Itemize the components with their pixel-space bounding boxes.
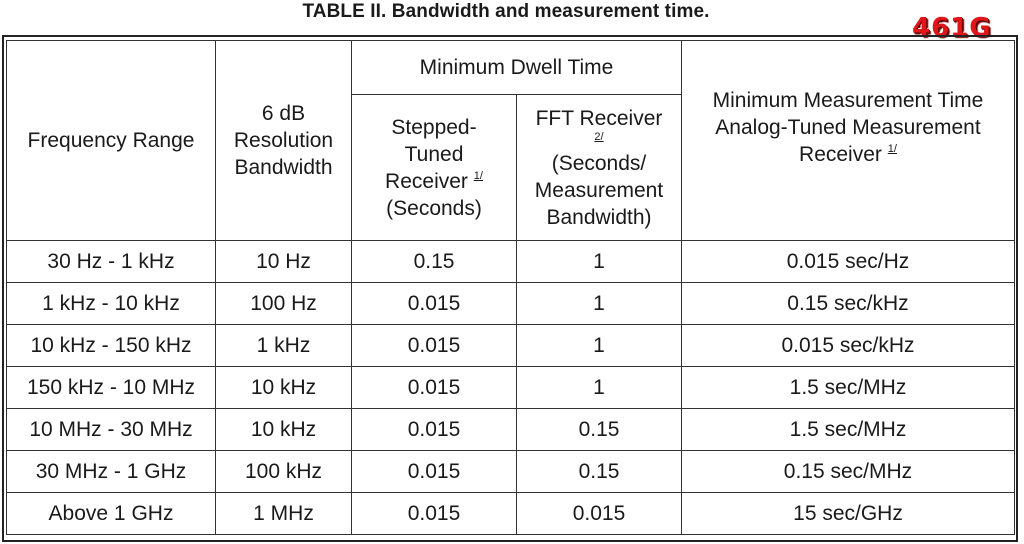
header-fft-receiver: FFT Receiver 2/ (Seconds/ Measurement Ba… <box>516 94 682 241</box>
cell-stepped-tuned: 0.015 <box>351 408 517 451</box>
cell-frequency-range: 1 kHz - 10 kHz <box>6 282 216 325</box>
header-fft-line-3: Measurement <box>534 178 664 202</box>
cell-fft: 0.015 <box>516 492 682 535</box>
header-stepped-line-1: Stepped- <box>391 115 477 139</box>
cell-frequency-range: 150 kHz - 10 MHz <box>6 366 216 409</box>
header-fft-line-4: Bandwidth) <box>546 205 652 229</box>
table-row: 30 MHz - 1 GHz 100 kHz 0.015 0.15 0.15 s… <box>6 450 1015 493</box>
header-min-meas-line-2: Analog-Tuned Measurement <box>715 115 981 139</box>
header-resolution-bandwidth: 6 dB Resolution Bandwidth <box>215 40 352 241</box>
header-resolution-line-3: Bandwidth <box>234 156 333 179</box>
header-resolution-line-2: Resolution <box>233 129 334 152</box>
cell-fft: 1 <box>516 240 682 283</box>
cell-frequency-range: 30 Hz - 1 kHz <box>6 240 216 283</box>
cell-resolution-bandwidth: 100 Hz <box>215 282 352 325</box>
cell-fft: 1 <box>516 324 682 367</box>
header-min-meas-line-3: Receiver <box>799 142 882 166</box>
table-row: Above 1 GHz 1 MHz 0.015 0.015 15 sec/GHz <box>6 492 1015 535</box>
cell-stepped-tuned: 0.015 <box>351 282 517 325</box>
cell-analog-tuned: 0.015 sec/kHz <box>681 324 1015 367</box>
table-frame <box>2 35 1018 542</box>
cell-fft: 0.15 <box>516 450 682 493</box>
cell-frequency-range: 30 MHz - 1 GHz <box>6 450 216 493</box>
header-stepped-line-3: Receiver <box>385 169 468 193</box>
table-title: TABLE II. Bandwidth and measurement time… <box>302 1 710 22</box>
header-min-measurement-time: Minimum Measurement Time Analog-Tuned Me… <box>681 40 1015 241</box>
cell-frequency-range: Above 1 GHz <box>6 492 216 535</box>
cell-fft: 1 <box>516 282 682 325</box>
header-fft-line-2: (Seconds/ <box>551 151 647 175</box>
cell-resolution-bandwidth: 1 MHz <box>215 492 352 535</box>
cell-analog-tuned: 0.015 sec/Hz <box>681 240 1015 283</box>
cell-resolution-bandwidth: 10 Hz <box>215 240 352 283</box>
cell-resolution-bandwidth: 100 kHz <box>215 450 352 493</box>
footnote-2-marker: 2/ <box>594 130 604 143</box>
cell-frequency-range: 10 MHz - 30 MHz <box>6 408 216 451</box>
cell-analog-tuned: 1.5 sec/MHz <box>681 366 1015 409</box>
header-stepped-line-4: (Seconds) <box>386 196 482 220</box>
cell-resolution-bandwidth: 10 kHz <box>215 408 352 451</box>
table-row: 10 MHz - 30 MHz 10 kHz 0.015 0.15 1.5 se… <box>6 408 1015 451</box>
cell-fft: 1 <box>516 366 682 409</box>
table-row: 1 kHz - 10 kHz 100 Hz 0.015 1 0.15 sec/k… <box>6 282 1015 325</box>
header-frequency-range: Frequency Range <box>6 40 216 241</box>
table-row: 30 Hz - 1 kHz 10 Hz 0.15 1 0.015 sec/Hz <box>6 240 1015 283</box>
cell-stepped-tuned: 0.015 <box>351 492 517 535</box>
table-row: 150 kHz - 10 MHz 10 kHz 0.015 1 1.5 sec/… <box>6 366 1015 409</box>
header-min-dwell-time: Minimum Dwell Time <box>351 40 682 95</box>
cell-resolution-bandwidth: 10 kHz <box>215 366 352 409</box>
cell-resolution-bandwidth: 1 kHz <box>215 324 352 367</box>
cell-frequency-range: 10 kHz - 150 kHz <box>6 324 216 367</box>
cell-analog-tuned: 15 sec/GHz <box>681 492 1015 535</box>
header-min-meas-line-1: Minimum Measurement Time <box>712 88 984 112</box>
cell-fft: 0.15 <box>516 408 682 451</box>
header-resolution-line-1: 6 dB <box>261 102 306 125</box>
cell-stepped-tuned: 0.015 <box>351 324 517 367</box>
footnote-1-marker: 1/ <box>887 142 897 155</box>
cell-stepped-tuned: 0.015 <box>351 366 517 409</box>
footnote-1-marker: 1/ <box>473 169 483 182</box>
bandwidth-table: Frequency Range 6 dB Resolution Bandwidt… <box>6 40 1015 535</box>
table-row: 10 kHz - 150 kHz 1 kHz 0.015 1 0.015 sec… <box>6 324 1015 367</box>
cell-analog-tuned: 0.15 sec/kHz <box>681 282 1015 325</box>
cell-stepped-tuned: 0.015 <box>351 450 517 493</box>
header-stepped-tuned-receiver: Stepped- Tuned Receiver 1/ (Seconds) <box>351 94 517 241</box>
document-badge: 461G <box>912 13 992 43</box>
cell-analog-tuned: 1.5 sec/MHz <box>681 408 1015 451</box>
header-stepped-line-2: Tuned <box>404 142 464 166</box>
cell-stepped-tuned: 0.15 <box>351 240 517 283</box>
header-fft-line-1: FFT Receiver <box>535 106 663 130</box>
cell-analog-tuned: 0.15 sec/MHz <box>681 450 1015 493</box>
